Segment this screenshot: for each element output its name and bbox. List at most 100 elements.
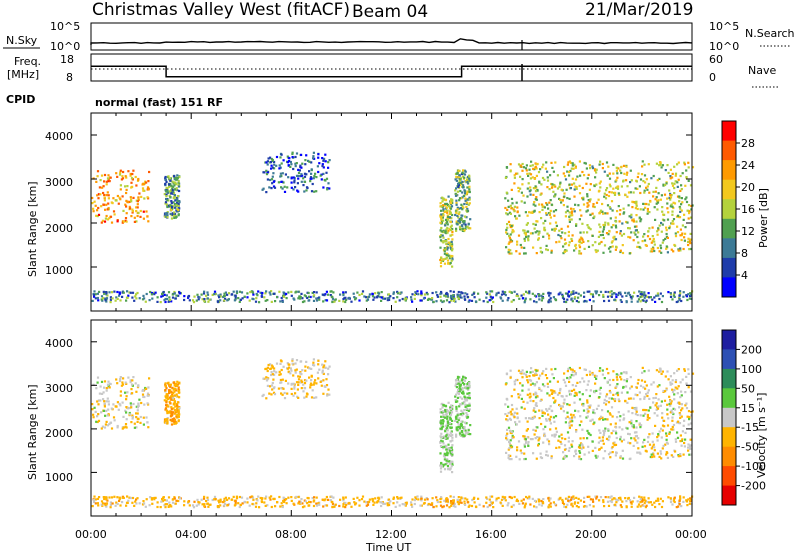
- velocity-cell: [523, 498, 525, 500]
- power-cell: [136, 292, 138, 294]
- power-cell: [147, 220, 149, 222]
- power-cell: [643, 233, 645, 235]
- power-cell: [442, 235, 444, 237]
- power-cell: [532, 168, 534, 170]
- power-cell: [603, 196, 605, 198]
- velocity-cell: [322, 379, 324, 381]
- noise-sky-trace: [91, 39, 692, 45]
- power-cell: [173, 175, 175, 177]
- power-cell: [620, 166, 622, 168]
- power-cell: [657, 247, 659, 249]
- power-cell: [521, 295, 523, 297]
- power-cell: [662, 164, 664, 166]
- power-cell: [572, 300, 574, 302]
- power-cell: [168, 296, 170, 298]
- power-cell: [443, 295, 445, 297]
- power-cell: [539, 211, 541, 213]
- velocity-cell: [619, 419, 621, 421]
- power-cell: [444, 224, 446, 226]
- power-cell: [107, 208, 109, 210]
- velocity-cell: [679, 495, 681, 497]
- velocity-cell: [665, 432, 667, 434]
- velocity-cell: [161, 498, 163, 500]
- velocity-cell: [437, 501, 439, 503]
- colorbar-swatch: [722, 238, 736, 258]
- power-cell: [586, 202, 588, 204]
- power-cell: [623, 233, 625, 235]
- power-cell: [576, 188, 578, 190]
- power-cell: [530, 177, 532, 179]
- velocity-cell: [675, 441, 677, 443]
- velocity-cell: [506, 398, 508, 400]
- velocity-cell: [137, 418, 139, 420]
- velocity-cell: [327, 389, 329, 391]
- power-cell: [644, 297, 646, 299]
- velocity-cell: [213, 498, 215, 500]
- velocity-cell: [448, 447, 450, 449]
- power-cell: [567, 164, 569, 166]
- power-cell: [165, 191, 167, 193]
- velocity-cell: [514, 496, 516, 498]
- power-cell: [507, 297, 509, 299]
- velocity-cell: [518, 503, 520, 505]
- velocity-cell: [462, 433, 464, 435]
- power-cell: [583, 231, 585, 233]
- velocity-cell: [524, 408, 526, 410]
- velocity-cell: [460, 413, 462, 415]
- velocity-cell: [464, 398, 466, 400]
- velocity-cell: [550, 506, 552, 508]
- power-cell: [107, 174, 109, 176]
- power-cell: [575, 167, 577, 169]
- velocity-cell: [647, 416, 649, 418]
- power-cell: [602, 163, 604, 165]
- power-cell: [614, 292, 616, 294]
- velocity-cell: [106, 390, 108, 392]
- power-cell: [240, 299, 242, 301]
- power-cell: [198, 296, 200, 298]
- velocity-cell: [603, 402, 605, 404]
- power-cell: [538, 294, 540, 296]
- velocity-cell: [579, 381, 581, 383]
- velocity-cell: [500, 502, 502, 504]
- power-cell: [545, 161, 547, 163]
- velocity-cell: [286, 502, 288, 504]
- power-cell: [466, 181, 468, 183]
- power-cell: [620, 299, 622, 301]
- power-cell: [117, 220, 119, 222]
- velocity-cell: [410, 504, 412, 506]
- noise-panel: N.Sky 10^5 10^0 10^5 10^0 N.Search: [3, 20, 795, 53]
- velocity-cell: [567, 370, 569, 372]
- velocity-cell: [193, 501, 195, 503]
- velocity-cell: [446, 409, 448, 411]
- velocity-cell: [169, 504, 171, 506]
- power-cell: [592, 167, 594, 169]
- velocity-cell: [515, 456, 517, 458]
- velocity-cell: [666, 435, 668, 437]
- power-cell: [604, 224, 606, 226]
- velocity-cell: [435, 496, 437, 498]
- velocity-cell: [536, 426, 538, 428]
- velocity-cell: [585, 389, 587, 391]
- power-cell: [110, 216, 112, 218]
- power-cell: [671, 298, 673, 300]
- velocity-cell: [442, 410, 444, 412]
- velocity-cell: [592, 441, 594, 443]
- power-cell: [103, 204, 105, 206]
- power-cell: [101, 187, 103, 189]
- power-cell: [458, 291, 460, 293]
- velocity-cell: [300, 380, 302, 382]
- power-cell: [593, 216, 595, 218]
- velocity-cell: [680, 409, 682, 411]
- power-cell: [293, 297, 295, 299]
- velocity-cell: [177, 401, 179, 403]
- velocity-cell: [272, 366, 274, 368]
- velocity-cell: [522, 384, 524, 386]
- power-cell: [574, 210, 576, 212]
- power-cell: [291, 182, 293, 184]
- power-cell: [172, 293, 174, 295]
- power-cell: [161, 293, 163, 295]
- velocity-cell: [137, 421, 139, 423]
- velocity-cell: [169, 402, 171, 404]
- power-cell: [522, 195, 524, 197]
- velocity-cell: [223, 505, 225, 507]
